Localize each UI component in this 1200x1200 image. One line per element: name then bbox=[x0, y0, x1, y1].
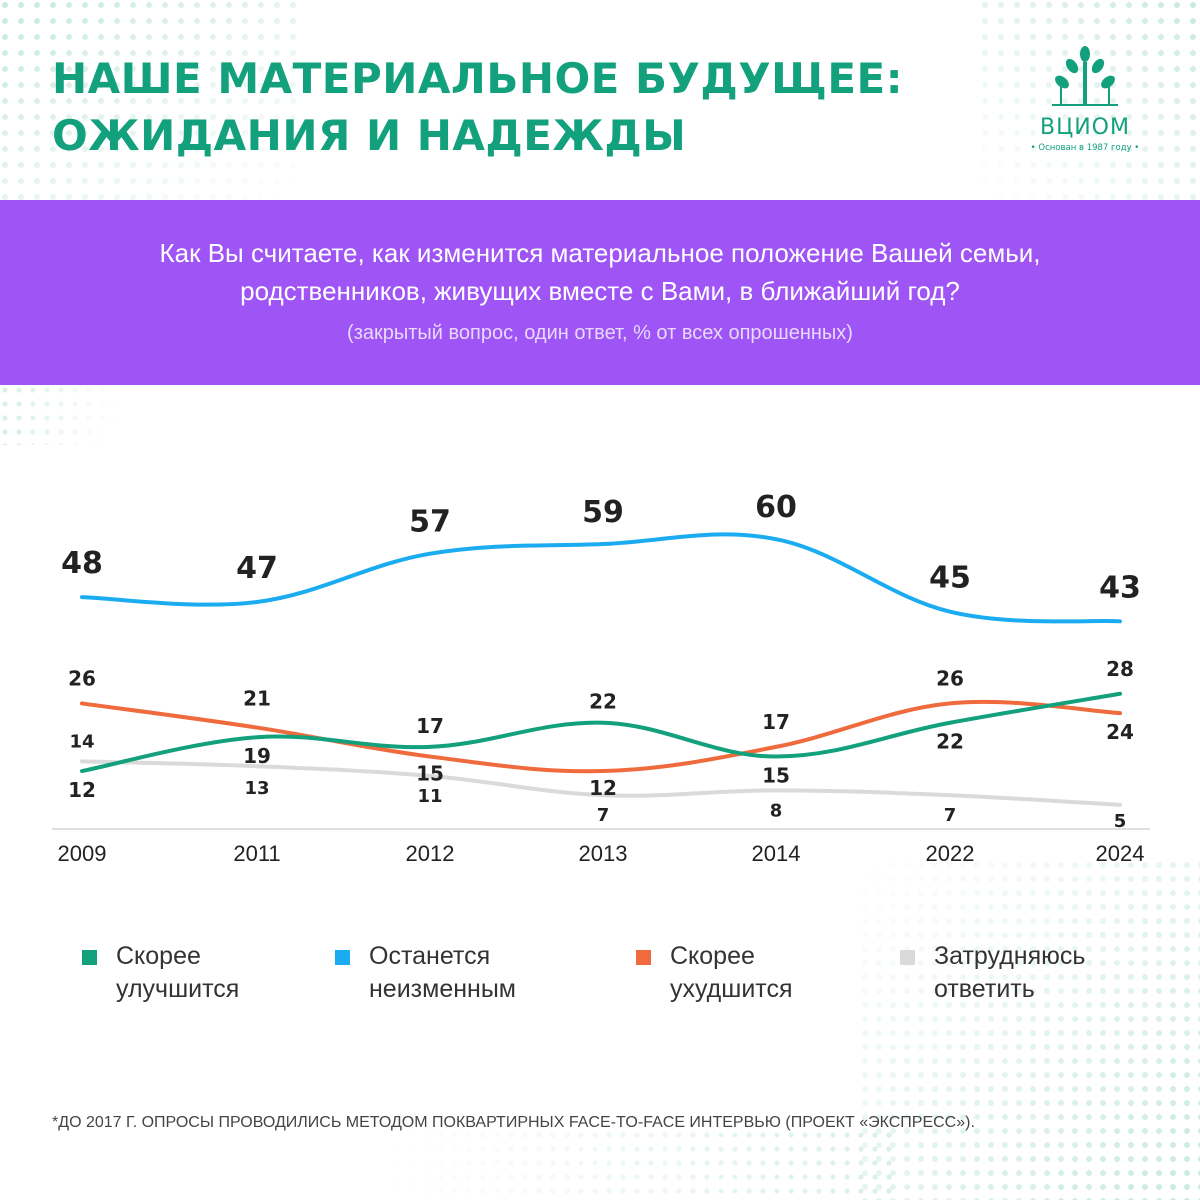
data-label: 26 bbox=[936, 666, 964, 690]
survey-question: Как Вы считаете, как изменится материаль… bbox=[40, 234, 1160, 310]
data-label: 48 bbox=[61, 546, 103, 581]
data-label: 12 bbox=[68, 778, 96, 802]
data-label: 21 bbox=[243, 687, 271, 711]
data-label: 15 bbox=[416, 762, 444, 786]
legend-label: Останется неизменным bbox=[369, 940, 569, 1006]
legend-label: Затрудняюсь ответить bbox=[934, 940, 1134, 1006]
page-title: НАШЕ МАТЕРИАЛЬНОЕ БУДУЩЕЕ: ОЖИДАНИЯ И НА… bbox=[52, 50, 903, 164]
dot-pattern-bottom-left bbox=[380, 1130, 900, 1200]
legend-label-line2: улучшится bbox=[116, 975, 240, 1003]
question-banner: Как Вы считаете, как изменится материаль… bbox=[0, 200, 1200, 385]
legend-swatch bbox=[82, 950, 97, 965]
data-label: 43 bbox=[1099, 570, 1141, 605]
series-line-1 bbox=[80, 699, 1122, 774]
x-tick-label: 2012 bbox=[406, 841, 455, 866]
legend-label: Скорее улучшится bbox=[116, 940, 316, 1006]
data-label: 59 bbox=[582, 495, 624, 530]
legend-label-line2: неизменным bbox=[369, 975, 516, 1003]
series-line-2 bbox=[80, 691, 1122, 774]
data-label: 11 bbox=[417, 786, 442, 807]
line-chart: 14 13 11 7 8 7 5 26 21 15 12 17 26 24 12 19 17 22 15 22 28 48… bbox=[52, 490, 1150, 866]
series-line-0 bbox=[80, 532, 1122, 624]
question-line-2: родственников, живущих вместе с Вами, в … bbox=[240, 276, 960, 306]
data-label: 14 bbox=[69, 731, 94, 752]
legend-swatch bbox=[900, 950, 915, 965]
legend-label-line1: Останется bbox=[369, 942, 491, 970]
data-label: 13 bbox=[244, 778, 269, 799]
data-label: 22 bbox=[936, 730, 964, 754]
legend-label-line1: Скорее bbox=[116, 942, 201, 970]
legend-label-line2: ухудшится bbox=[670, 975, 793, 1003]
legend-swatch bbox=[335, 950, 350, 965]
x-tick-label: 2013 bbox=[579, 841, 628, 866]
title-line-1: НАШЕ МАТЕРИАЛЬНОЕ БУДУЩЕЕ: bbox=[52, 54, 904, 103]
x-tick-label: 2011 bbox=[233, 841, 280, 866]
data-label: 45 bbox=[929, 561, 971, 596]
data-label: 7 bbox=[597, 805, 610, 826]
logo-name: ВЦИОМ bbox=[1040, 115, 1130, 140]
legend-label-line1: Затрудняюсь bbox=[934, 942, 1086, 970]
data-label: 7 bbox=[944, 805, 957, 826]
data-label: 17 bbox=[416, 714, 444, 738]
data-label: 5 bbox=[1114, 811, 1127, 832]
data-label: 17 bbox=[762, 710, 790, 734]
question-note: (закрытый вопрос, один ответ, % от всех … bbox=[347, 322, 853, 344]
series-line-3 bbox=[80, 759, 1122, 807]
data-label: 57 bbox=[409, 505, 451, 540]
dot-pattern-bottom-right bbox=[860, 860, 1200, 1200]
data-label: 47 bbox=[236, 551, 278, 586]
legend-swatch bbox=[636, 950, 651, 965]
logo-tagline: • Основан в 1987 году • bbox=[1031, 143, 1140, 153]
data-label: 26 bbox=[68, 666, 96, 690]
data-label: 8 bbox=[770, 800, 783, 821]
vciom-logo: ВЦИОМ • Основан в 1987 году • bbox=[1031, 46, 1140, 153]
data-label: 15 bbox=[762, 764, 790, 788]
data-label: 24 bbox=[1106, 720, 1134, 744]
x-tick-label: 2024 bbox=[1096, 841, 1145, 866]
title-line-2: ОЖИДАНИЯ И НАДЕЖДЫ bbox=[52, 111, 687, 160]
data-label: 60 bbox=[755, 490, 797, 525]
legend-label-line2: ответить bbox=[934, 975, 1035, 1003]
tree-icon bbox=[1052, 46, 1118, 106]
footnote: *ДО 2017 Г. ОПРОСЫ ПРОВОДИЛИСЬ МЕТОДОМ П… bbox=[52, 1114, 975, 1131]
x-tick-label: 2022 bbox=[926, 841, 975, 866]
question-line-1: Как Вы считаете, как изменится материаль… bbox=[159, 238, 1041, 268]
x-tick-label: 2009 bbox=[58, 841, 107, 866]
data-label: 22 bbox=[589, 690, 617, 714]
x-tick-label: 2014 bbox=[752, 841, 801, 866]
legend-label: Скорее ухудшится bbox=[670, 940, 870, 1006]
data-label: 12 bbox=[589, 776, 617, 800]
legend-label-line1: Скорее bbox=[670, 942, 755, 970]
data-label: 28 bbox=[1106, 657, 1134, 681]
data-label: 19 bbox=[243, 744, 271, 768]
